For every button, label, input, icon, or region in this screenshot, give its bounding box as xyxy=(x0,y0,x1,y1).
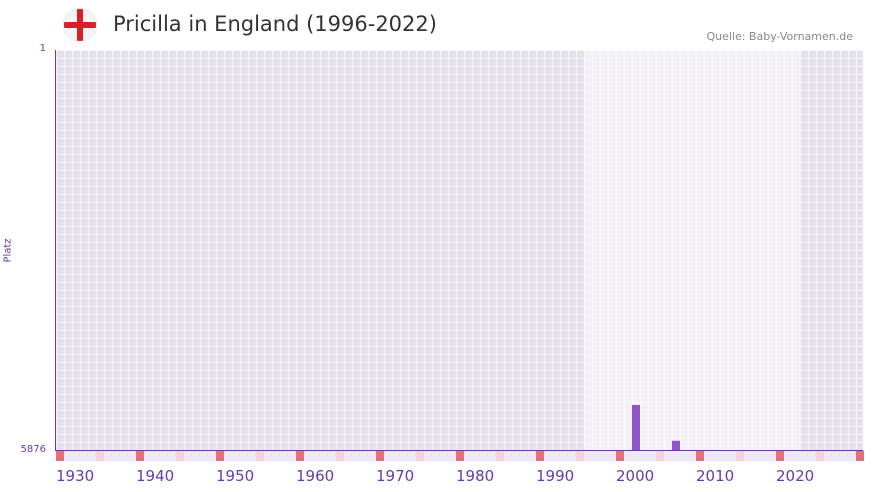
decade-marker xyxy=(856,451,864,461)
source-link[interactable]: Quelle: Baby-Vornamen.de xyxy=(706,30,853,43)
x-tick-label: 2000 xyxy=(616,467,655,485)
bar-2002[interactable] xyxy=(632,404,640,450)
half-decade-marker xyxy=(256,451,264,461)
decade-marker xyxy=(616,451,624,461)
half-decade-marker xyxy=(96,451,104,461)
half-decade-marker xyxy=(736,451,744,461)
y-axis xyxy=(55,50,56,450)
chart-title: Pricilla in England (1996-2022) xyxy=(113,12,437,36)
half-decade-marker xyxy=(496,451,504,461)
decade-marker xyxy=(376,451,384,461)
highlight-range xyxy=(584,50,800,462)
x-tick-label: 1960 xyxy=(296,467,335,485)
half-decade-marker xyxy=(576,451,584,461)
x-tick-label: 2010 xyxy=(696,467,735,485)
x-tick-label: 2020 xyxy=(776,467,815,485)
half-decade-marker xyxy=(656,451,664,461)
decade-marker xyxy=(136,451,144,461)
x-tick-label: 1950 xyxy=(216,467,255,485)
decade-marker xyxy=(216,451,224,461)
decade-marker xyxy=(296,451,304,461)
x-tick-label: 1990 xyxy=(536,467,575,485)
decade-marker xyxy=(776,451,784,461)
bar-2007[interactable] xyxy=(672,440,680,450)
england-flag-icon xyxy=(64,9,96,41)
x-tick-label: 1980 xyxy=(456,467,495,485)
decade-marker xyxy=(536,451,544,461)
x-tick-label: 1940 xyxy=(136,467,175,485)
half-decade-marker xyxy=(416,451,424,461)
decade-marker xyxy=(56,451,64,461)
y-tick-top: 1 xyxy=(39,43,46,54)
y-tick-bottom: 5876 xyxy=(20,444,46,455)
half-decade-marker xyxy=(336,451,344,461)
x-tick-label: 1930 xyxy=(56,467,95,485)
decade-marker xyxy=(456,451,464,461)
half-decade-marker xyxy=(176,451,184,461)
half-decade-marker xyxy=(816,451,824,461)
x-tick-label: 1970 xyxy=(376,467,415,485)
x-axis xyxy=(55,450,863,451)
decade-marker xyxy=(696,451,704,461)
